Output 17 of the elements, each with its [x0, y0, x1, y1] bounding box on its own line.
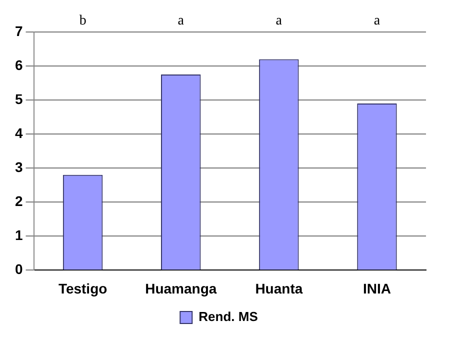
y-tick-label: 6: [14, 56, 23, 73]
text: a: [276, 14, 283, 29]
y-tick-label: 3: [14, 158, 23, 175]
legend-label: Rend. MS: [198, 309, 258, 324]
y-tick-label: 7: [14, 22, 23, 39]
y-tick-label: 0: [14, 261, 23, 278]
text: a: [374, 14, 381, 29]
y-tick-label: 1: [14, 227, 23, 244]
text: a: [178, 14, 185, 29]
x-tick-label: Huanta: [255, 280, 303, 296]
y-tick-label: 2: [14, 193, 23, 209]
x-tick-label: Huamanga: [145, 280, 217, 296]
x-tick-label: INIA: [362, 280, 391, 296]
y-tick-label: 4: [14, 124, 23, 141]
x-tick-label: Testigo: [58, 280, 108, 296]
y-tick-label: 5: [14, 90, 23, 107]
text: b: [79, 14, 86, 29]
